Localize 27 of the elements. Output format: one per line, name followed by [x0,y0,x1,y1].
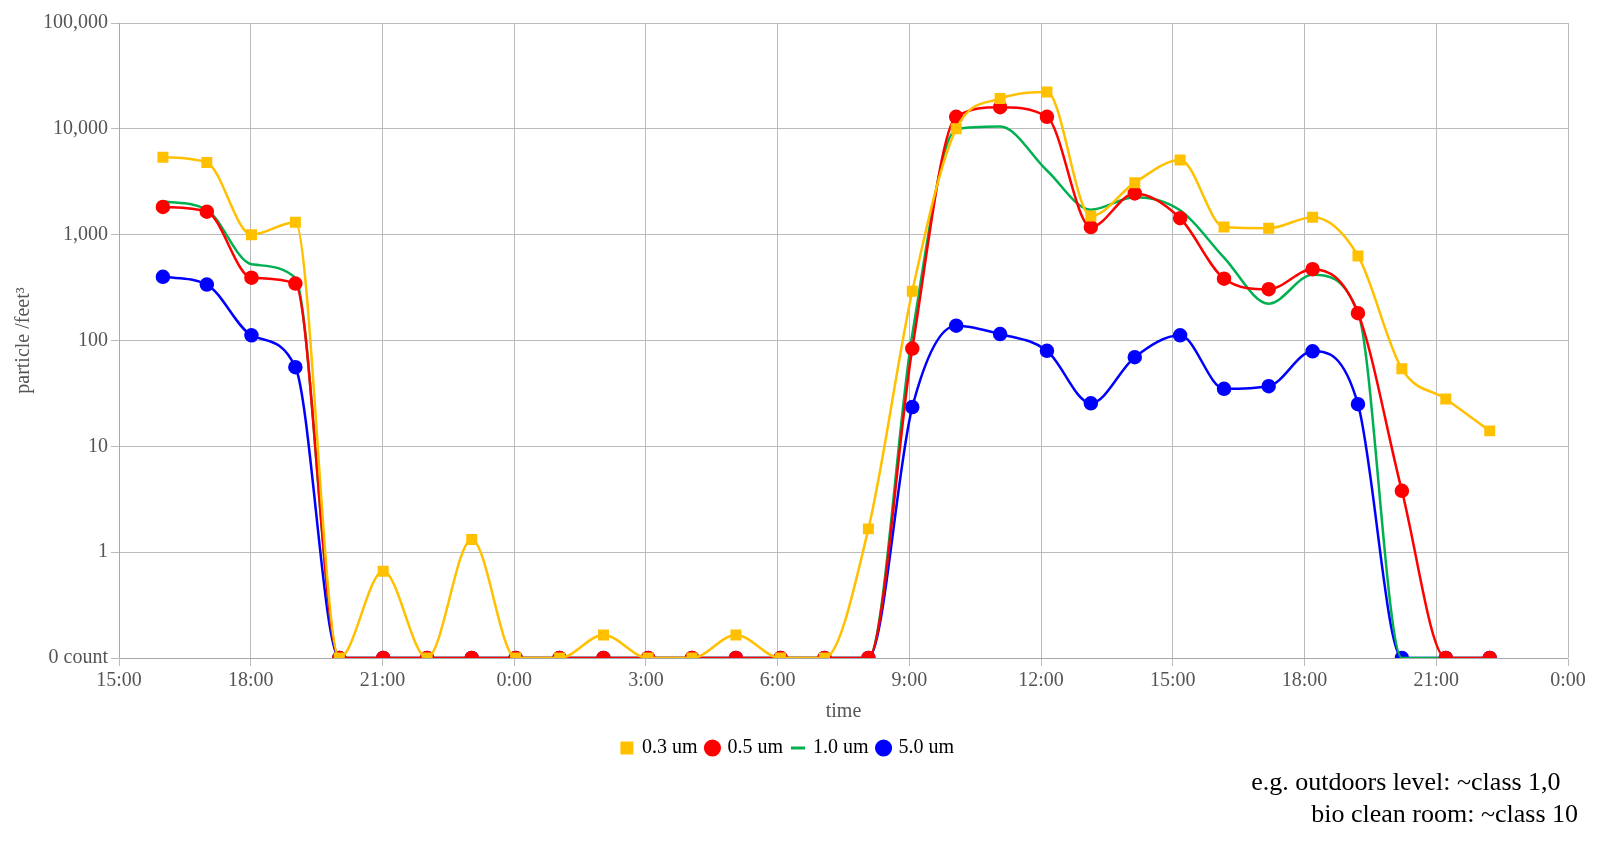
x-tick-label: 3:00 [628,668,664,691]
x-tick-label: 21:00 [1413,668,1460,691]
legend-label: 5.0 um [898,735,955,758]
y-axis-title: particle /feet³ [11,287,35,394]
x-tick-label: 9:00 [891,668,928,691]
y-tick-label: 10,000 [53,116,108,139]
x-tick-label: 21:00 [359,668,406,691]
y-tick-label: 0 count [48,645,109,668]
x-tick-label: 18:00 [227,668,274,691]
x-axis-title: time [825,699,862,722]
legend-label: 0.3 um [641,735,698,758]
x-tick-label: 0:00 [496,668,532,691]
text: bio clean room: ~class 10 [1310,798,1578,830]
y-tick-label: 10 [88,433,108,456]
y-tick-label: 1,000 [63,221,108,244]
x-tick-label: 18:00 [1281,668,1328,691]
legend-label: 0.5 um [727,735,784,758]
legend-label: 1.0 um [813,735,869,758]
x-tick-label: 15:00 [96,668,142,691]
x-tick-label: 6:00 [759,668,796,691]
text: e.g. outdoors level: ~class 1,0 [1251,766,1562,798]
y-tick-label: 100 [78,327,108,350]
y-tick-label: 100,000 [43,10,108,33]
x-tick-label: 0:00 [1550,668,1586,691]
x-tick-label: 12:00 [1018,668,1064,691]
y-tick-label: 1 [98,539,108,562]
x-tick-label: 15:00 [1150,668,1196,691]
